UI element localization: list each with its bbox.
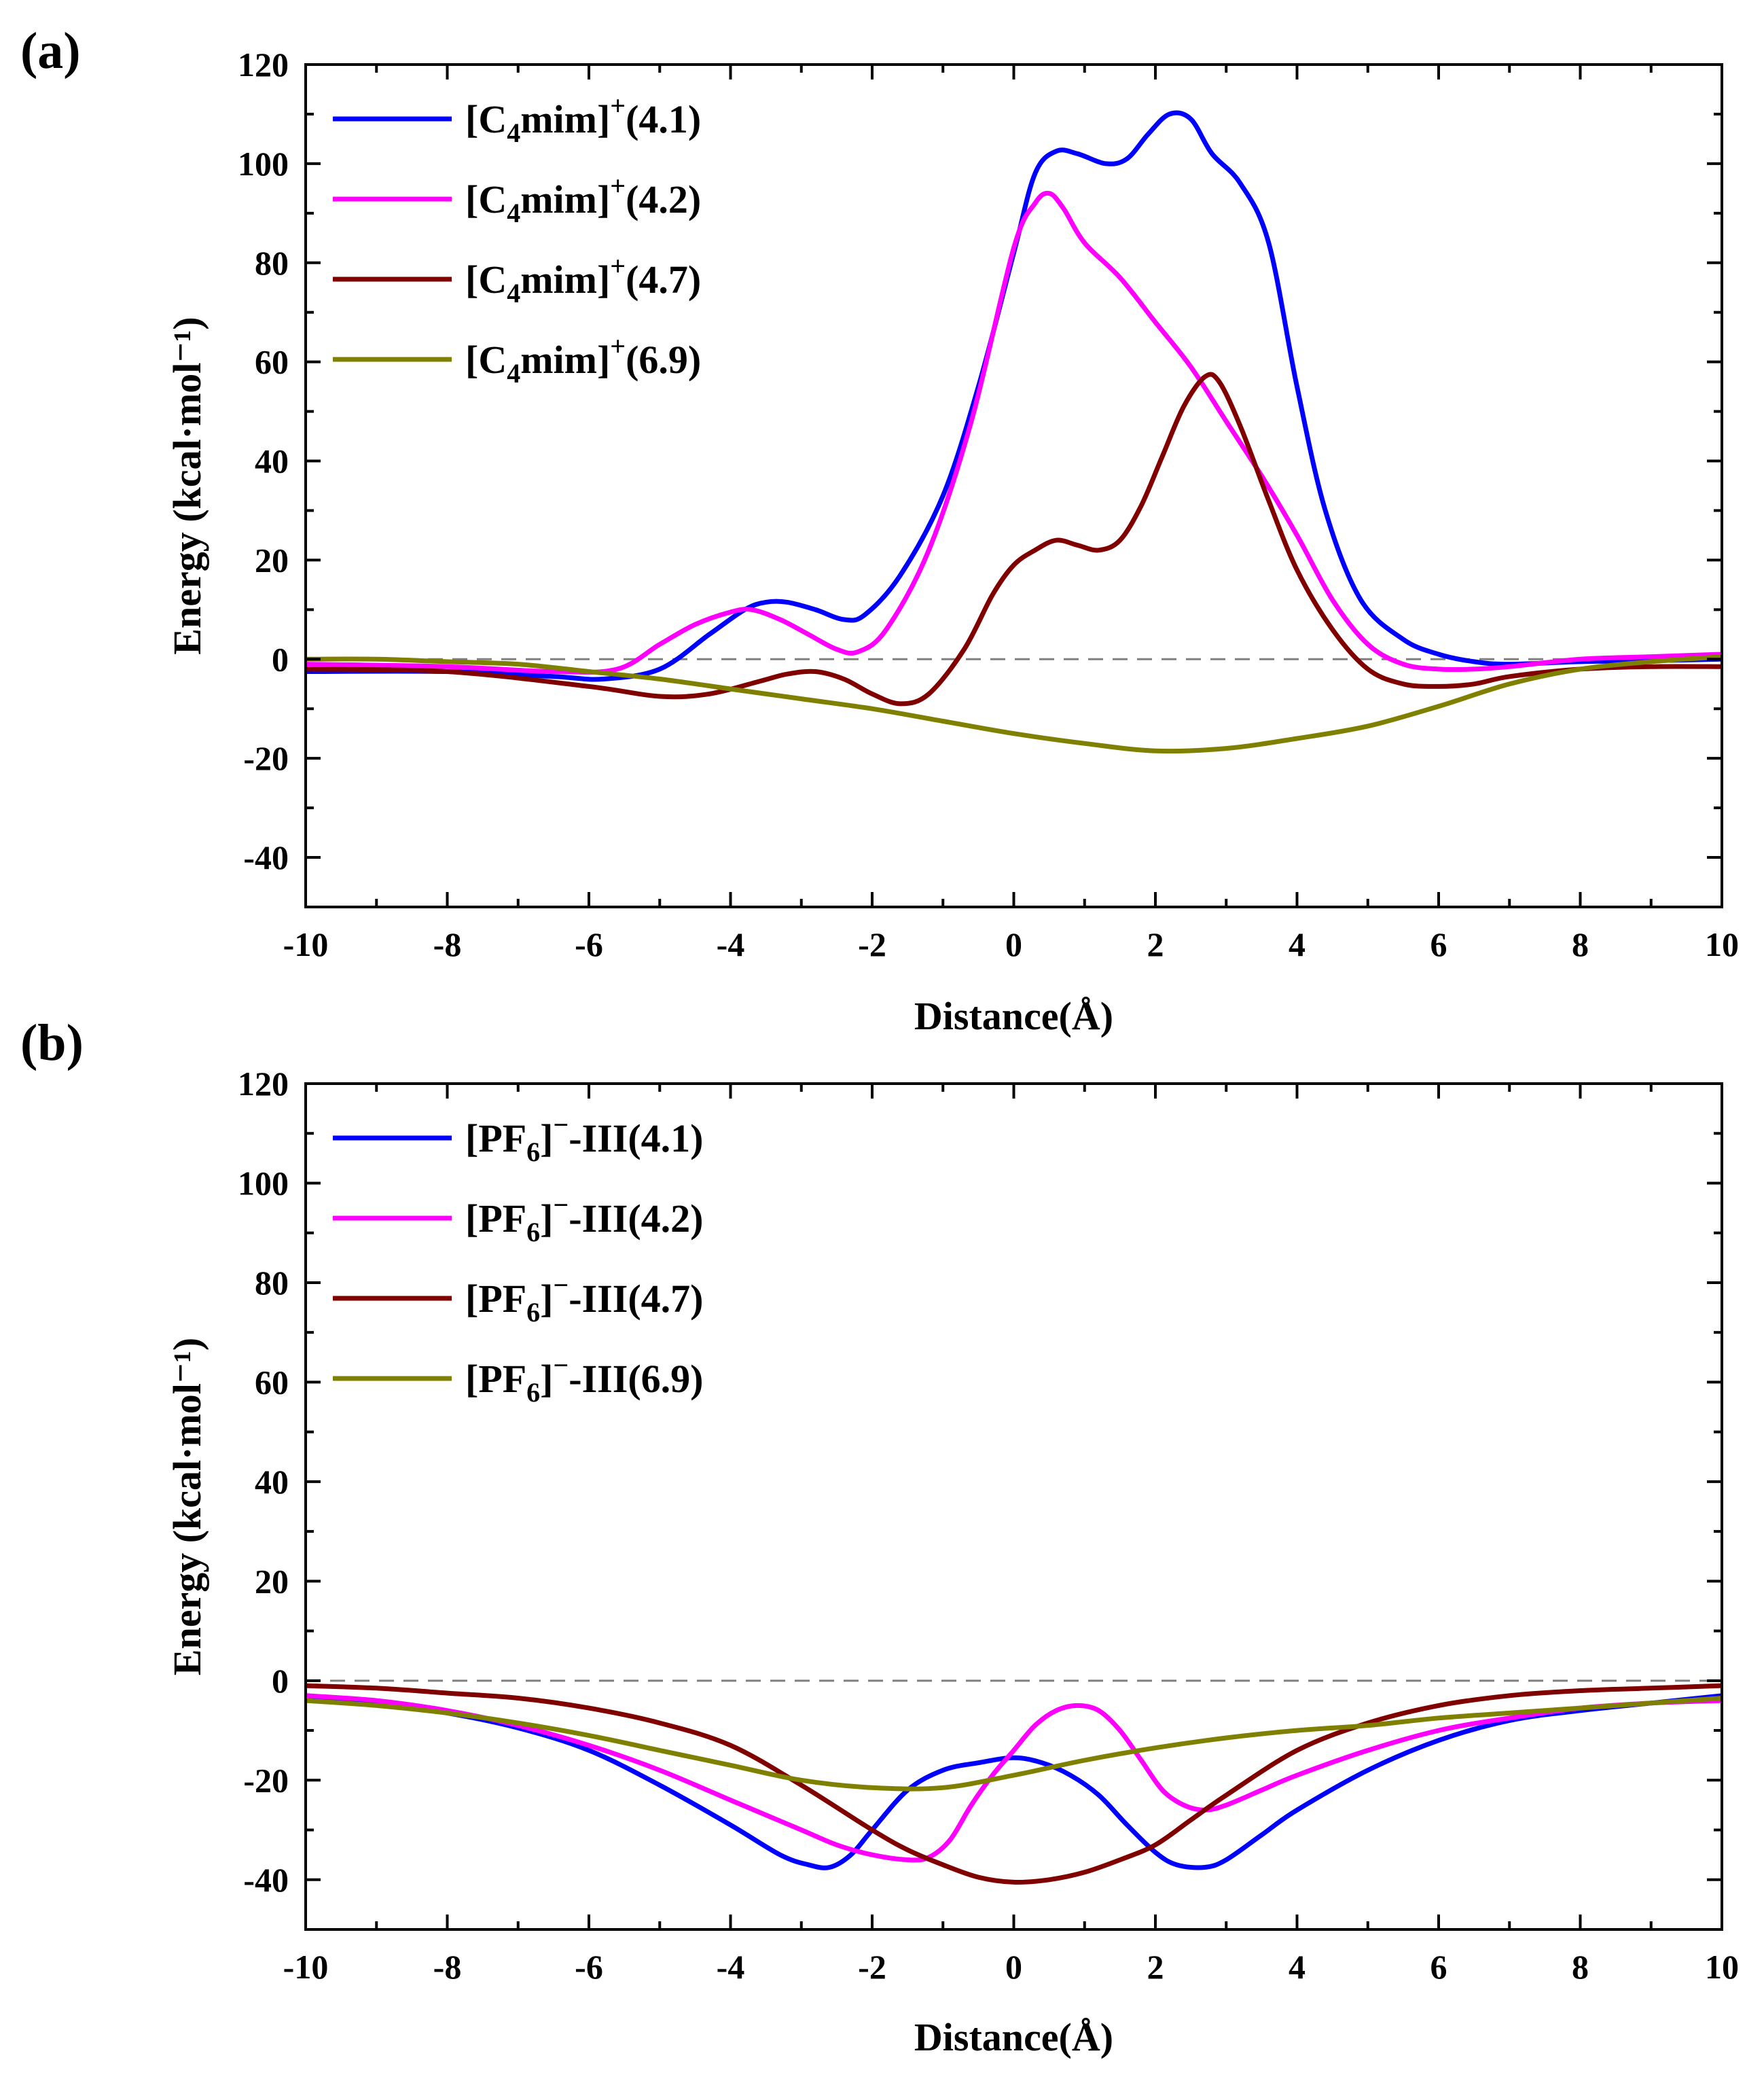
- legend-entry: [PF6]−-III(4.1): [465, 1109, 703, 1167]
- y-tick-label: 80: [255, 1264, 289, 1302]
- y-tick-label: -20: [243, 739, 289, 777]
- legend-entry: [PF6]−-III(6.9): [465, 1350, 703, 1408]
- y-axis-title: Energy (kcal·mol⁻¹): [165, 317, 209, 654]
- legend-entry: [C4mim]+(4.2): [465, 171, 701, 228]
- y-tick-label: 60: [255, 1363, 289, 1401]
- x-axis-title: Distance(Å): [914, 2015, 1113, 2059]
- y-tick-label: 120: [238, 46, 289, 84]
- x-tick-label: -6: [575, 925, 603, 963]
- y-tick-label: 40: [255, 442, 289, 480]
- series-line-magenta: [306, 1693, 1722, 1863]
- y-tick-label: 80: [255, 244, 289, 282]
- x-tick-label: -10: [283, 925, 329, 963]
- series-group: [306, 110, 1722, 754]
- x-tick-label: 2: [1147, 1948, 1164, 1986]
- y-tick-label: 100: [238, 1164, 289, 1202]
- legend-entry: [C4mim]+(4.7): [465, 251, 701, 308]
- x-tick-label: -10: [283, 1948, 329, 1986]
- series-line-blue: [306, 1693, 1722, 1870]
- x-axis-title: Distance(Å): [914, 994, 1113, 1038]
- x-tick-label: -8: [433, 1948, 462, 1986]
- legend-entry: [C4mim]+(4.1): [465, 90, 701, 148]
- y-tick-label: 20: [255, 541, 289, 579]
- panel-tag: (a): [20, 22, 81, 79]
- x-tick-label: 8: [1572, 925, 1589, 963]
- series-line-blue: [306, 110, 1722, 682]
- series-line-olive: [306, 654, 1722, 754]
- y-tick-label: 0: [272, 640, 289, 678]
- chart-panel-b: (b)-10 -8 -6 -4 -2 0 2 4 6 8 10-40-200204060801001…: [20, 1014, 1739, 2059]
- x-tick-label: -4: [717, 1948, 745, 1986]
- series-group: [306, 1683, 1722, 1885]
- x-tick-label: 0: [1005, 1948, 1022, 1986]
- x-tick-label: 2: [1147, 925, 1164, 963]
- series-line-darkred: [306, 1683, 1722, 1885]
- x-tick-label: 8: [1572, 1948, 1589, 1986]
- plot-frame: [304, 63, 1723, 908]
- y-tick-label: 100: [238, 145, 289, 183]
- y-tick-label: 0: [272, 1662, 289, 1700]
- y-tick-label: -40: [243, 838, 289, 876]
- y-tick-label: 20: [255, 1562, 289, 1600]
- x-tick-label: 4: [1289, 925, 1306, 963]
- x-tick-label: -8: [433, 925, 462, 963]
- y-tick-label: 120: [238, 1065, 289, 1103]
- x-tick-label: 6: [1430, 925, 1447, 963]
- series-line-olive: [306, 1696, 1722, 1792]
- x-tick-label: 4: [1289, 1948, 1306, 1986]
- y-tick-label: -40: [243, 1861, 289, 1899]
- legend-entry: [C4mim]+(6.9): [465, 331, 701, 389]
- x-tick-label: -2: [858, 925, 886, 963]
- y-tick-label: 40: [255, 1463, 289, 1501]
- y-tick-label: -20: [243, 1761, 289, 1799]
- series-line-magenta: [306, 190, 1722, 675]
- panel-tag: (b): [20, 1014, 84, 1071]
- y-axis-title: Energy (kcal·mol⁻¹): [165, 1338, 209, 1675]
- series-line-darkred: [306, 372, 1722, 707]
- chart-panel-a: (a)-10 -8 -6 -4 -2 0 2 4 6 8 10-40-200204060801001…: [20, 22, 1739, 1038]
- x-tick-label: 10: [1705, 1948, 1739, 1986]
- x-tick-label: -6: [575, 1948, 603, 1986]
- x-tick-label: 10: [1705, 925, 1739, 963]
- legend-entry: [PF6]−-III(4.7): [465, 1270, 703, 1328]
- y-tick-label: 60: [255, 343, 289, 381]
- legend-entry: [PF6]−-III(4.2): [465, 1190, 703, 1247]
- x-tick-label: -2: [858, 1948, 886, 1986]
- x-tick-label: 6: [1430, 1948, 1447, 1986]
- x-tick-label: 0: [1005, 925, 1022, 963]
- x-tick-label: -4: [717, 925, 745, 963]
